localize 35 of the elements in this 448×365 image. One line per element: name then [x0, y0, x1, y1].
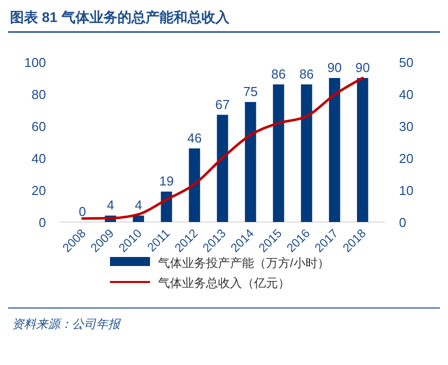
y2-tick-label: 10 [399, 183, 414, 198]
bar [216, 114, 228, 222]
y2-tick-label: 30 [399, 119, 414, 134]
y-tick-label: 20 [32, 183, 46, 198]
y-tick-label: 40 [32, 151, 46, 166]
chart-title: 图表 81 气体业务的总产能和总收入 [10, 9, 230, 25]
data-label: 19 [159, 174, 174, 189]
bar [132, 216, 144, 222]
data-label: 86 [271, 66, 286, 82]
data-label: 0 [78, 204, 86, 219]
y2-tick-label: 20 [399, 151, 414, 166]
data-label: 46 [187, 130, 202, 146]
y-tick-label: 60 [32, 119, 46, 134]
bar [300, 84, 312, 222]
data-label: 4 [106, 198, 114, 213]
y-tick-label: 0 [38, 215, 46, 230]
data-label: 4 [134, 198, 142, 213]
data-label: 90 [355, 60, 370, 75]
bar [244, 102, 256, 222]
y2-tick-label: 40 [399, 87, 414, 102]
bar [272, 84, 284, 222]
y-tick-label: 100 [24, 55, 46, 70]
y2-tick-label: 0 [399, 215, 406, 230]
data-label: 90 [327, 60, 342, 75]
y2-tick-label: 50 [399, 55, 414, 70]
bar [356, 78, 368, 222]
data-label: 75 [243, 84, 258, 99]
legend-label: 气体业务总收入（亿元） [158, 276, 290, 290]
bar [188, 148, 200, 222]
bar [328, 78, 340, 222]
y-tick-label: 80 [32, 87, 46, 102]
legend-label: 气体业务投产产能（万方/小时） [158, 256, 330, 270]
data-label: 67 [215, 96, 230, 112]
data-label: 86 [299, 66, 314, 82]
text: 资料来源：公司年报 [12, 317, 121, 331]
